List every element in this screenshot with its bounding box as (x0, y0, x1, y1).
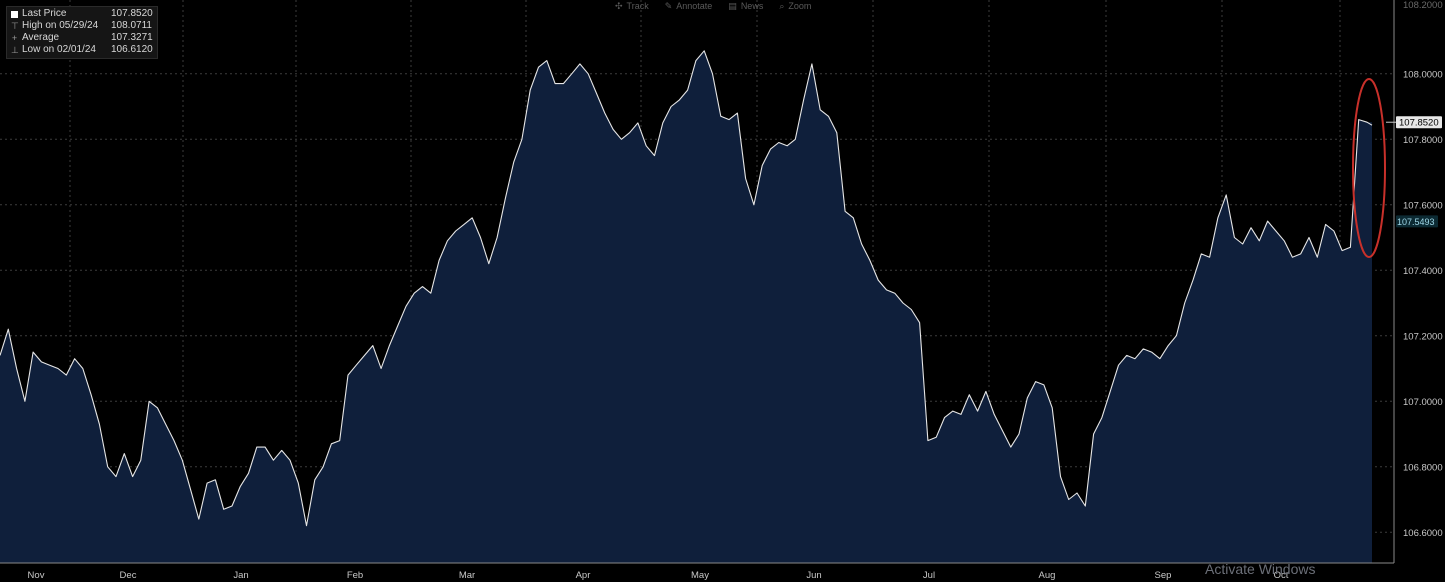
track-icon: ✣ (615, 0, 623, 11)
y-tick-label: 106.6000 (1403, 528, 1443, 539)
toolbar-label: Annotate (676, 1, 713, 11)
y-tick-label: 106.8000 (1403, 462, 1443, 473)
x-tick-label: Apr (576, 570, 591, 581)
last-price-tag: 107.8520 (1399, 118, 1439, 129)
toolbar-track[interactable]: ✣ Track (615, 0, 649, 12)
x-tick-label: Dec (120, 570, 137, 581)
legend-value: 106.6120 (111, 44, 153, 55)
zoom-icon: ⌕ (779, 0, 785, 11)
y-tick-label: 107.6000 (1403, 200, 1443, 211)
low-marker-icon: ⊥ (11, 45, 19, 55)
activate-windows-watermark: Activate Windows (1205, 561, 1316, 577)
legend-value: 107.3271 (111, 32, 153, 43)
legend-row-high: ⊤ High on 05/29/24 108.0711 (11, 20, 153, 32)
last-price-swatch (11, 10, 18, 18)
legend-value: 108.0711 (111, 20, 152, 31)
price-area-fill (0, 50, 1372, 564)
legend-row-average: + Average 107.3271 (11, 32, 153, 44)
y-axis: 108.0000 107.8000 107.6000 107.4000 107.2000… (1393, 0, 1443, 563)
y-tick-label: 107.0000 (1403, 397, 1443, 408)
x-tick-label: May (691, 570, 709, 581)
chart-toolbar: ✣ Track ✎ Annotate ▤ News ⌕ Zoom (615, 0, 811, 12)
high-marker-icon: ⊤ (11, 21, 19, 31)
legend-label: Low on 02/01/24 (22, 44, 96, 55)
price-tags: 107.8520 107.5493 (1386, 116, 1442, 228)
x-tick-label: Feb (347, 570, 363, 581)
legend-row-low: ⊥ Low on 02/01/24 106.6120 (11, 44, 153, 56)
x-tick-label: Aug (1039, 570, 1056, 581)
annotate-icon: ✎ (664, 0, 673, 11)
x-tick-label: Oct (1274, 570, 1289, 581)
legend-label: Last Price (22, 8, 67, 19)
y-tick-label: 107.2000 (1403, 331, 1443, 342)
y-tick-label: 108.2000 (1403, 0, 1443, 11)
last-price-tag-bg (1396, 116, 1442, 129)
legend-label: High on 05/29/24 (22, 20, 99, 31)
y-tick-label: 108.0000 (1403, 69, 1443, 80)
x-tick-label: Jul (923, 570, 935, 581)
x-tick-label: Mar (459, 570, 475, 581)
legend-label: Average (22, 32, 60, 43)
x-tick-label: Sep (1155, 570, 1172, 581)
x-tick-label: Nov (28, 570, 45, 581)
toolbar-label: News (740, 1, 764, 11)
secondary-tag-bg (1396, 215, 1438, 228)
toolbar-label: Track (626, 1, 649, 11)
toolbar-label: Zoom (788, 1, 812, 11)
legend-value: 107.8520 (111, 8, 153, 19)
toolbar-zoom[interactable]: ⌕ Zoom (779, 0, 811, 12)
y-tick-label: 107.4000 (1403, 266, 1443, 277)
toolbar-annotate[interactable]: ✎ Annotate (665, 0, 713, 12)
secondary-price-tag: 107.5493 (1397, 217, 1435, 227)
toolbar-news[interactable]: ▤ News (728, 0, 763, 12)
price-line (0, 50, 1373, 527)
x-tick-label: Jan (233, 570, 248, 581)
average-marker-icon: + (11, 33, 18, 43)
y-tick-label: 107.8000 (1403, 135, 1443, 146)
plot-area (0, 50, 1386, 564)
legend-row-last-price: Last Price 107.8520 (11, 8, 153, 20)
x-tick-label: Jun (806, 570, 821, 581)
news-icon: ▤ (728, 0, 737, 11)
annotation-circle (1352, 78, 1386, 258)
legend-box: Last Price 107.8520 ⊤ High on 05/29/24 10… (6, 6, 158, 59)
x-axis: Nov Dec Jan Feb Mar Apr May Jun Jul Aug Sep Oct (0, 562, 1394, 581)
